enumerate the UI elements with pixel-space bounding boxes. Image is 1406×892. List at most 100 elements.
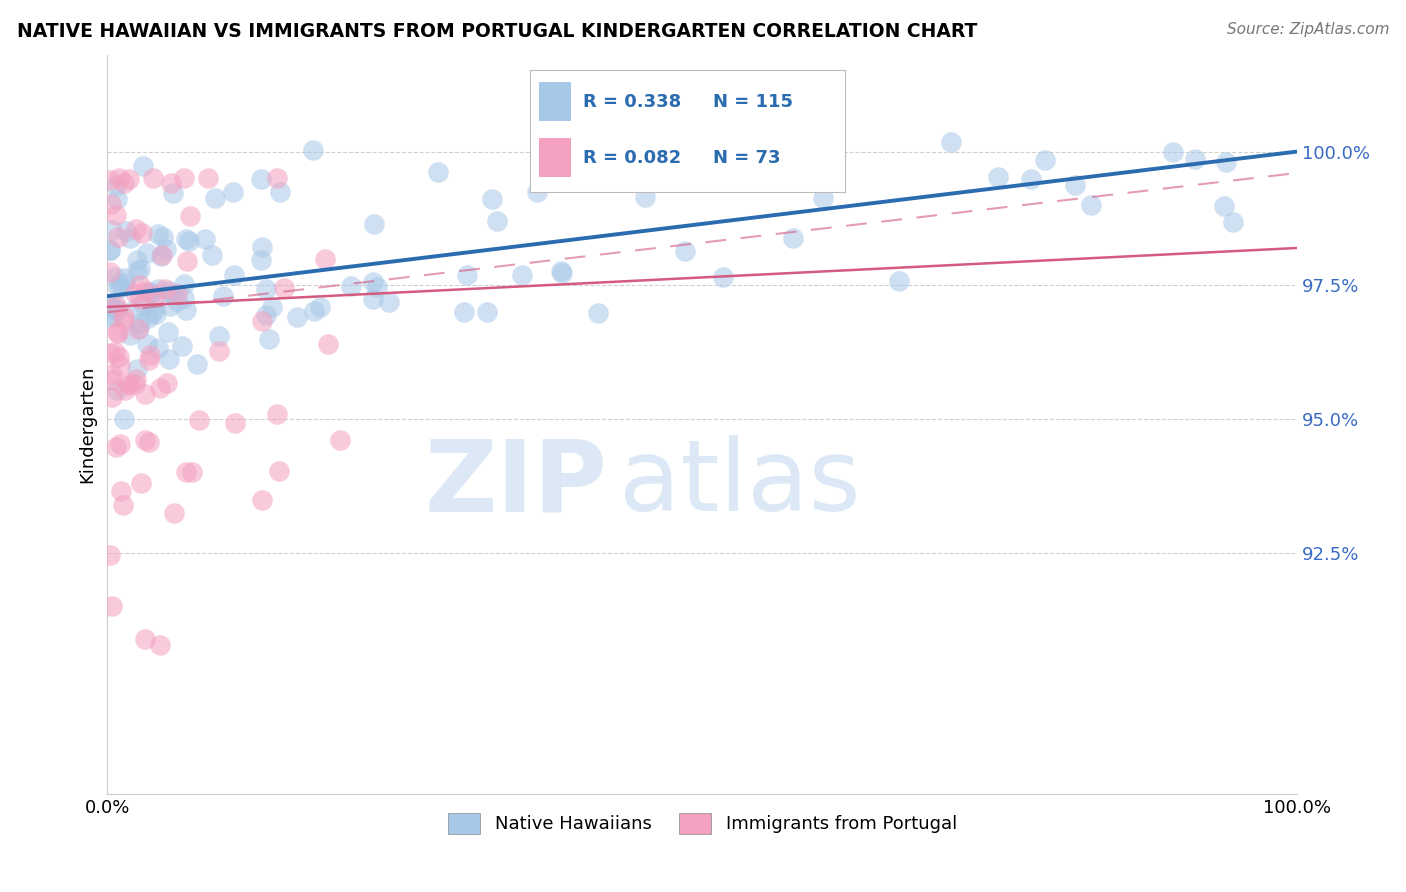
Point (128, 320, 150, 334)
Point (131, 226, 153, 240)
Point (132, 159, 155, 173)
Point (146, 227, 169, 241)
Point (159, 299, 181, 313)
Point (110, 484, 132, 499)
Y-axis label: Kindergarten: Kindergarten (79, 366, 96, 483)
Point (254, 282, 277, 296)
Point (1213, 199, 1236, 213)
Point (134, 433, 156, 447)
Point (941, 135, 963, 149)
Point (174, 465, 197, 479)
Point (1222, 215, 1244, 229)
Point (176, 232, 198, 246)
Point (510, 268, 533, 283)
Point (111, 279, 134, 293)
Point (129, 293, 152, 307)
Point (266, 407, 288, 421)
Point (101, 367, 124, 381)
Point (257, 332, 280, 346)
Point (150, 247, 173, 261)
Point (204, 191, 226, 205)
Point (105, 303, 128, 318)
Point (129, 262, 152, 277)
Point (139, 286, 162, 301)
Point (152, 230, 174, 244)
Point (143, 301, 166, 316)
Point (551, 266, 574, 280)
Point (308, 300, 330, 314)
Point (150, 248, 173, 262)
Point (98, 173, 121, 187)
Point (108, 358, 131, 372)
Point (148, 341, 170, 355)
Point (104, 345, 127, 359)
Point (149, 381, 172, 395)
Point (132, 297, 155, 311)
Point (105, 325, 128, 339)
Point (112, 176, 135, 190)
Point (266, 171, 288, 186)
Point (98, 310, 121, 325)
Point (108, 277, 131, 292)
Point (250, 492, 273, 507)
Point (156, 376, 179, 390)
Point (107, 229, 129, 244)
Point (105, 179, 128, 194)
Text: NATIVE HAWAIIAN VS IMMIGRANTS FROM PORTUGAL KINDERGARTEN CORRELATION CHART: NATIVE HAWAIIAN VS IMMIGRANTS FROM PORTU… (17, 22, 977, 41)
Point (177, 234, 200, 248)
Point (112, 412, 135, 426)
Point (138, 434, 160, 449)
Point (146, 282, 169, 296)
Point (115, 224, 138, 238)
Point (124, 376, 146, 391)
Point (586, 306, 609, 320)
Point (98, 298, 121, 312)
Point (224, 416, 246, 430)
Point (138, 352, 160, 367)
Point (101, 223, 124, 237)
Point (378, 295, 401, 310)
Point (475, 305, 498, 319)
Point (114, 270, 136, 285)
Point (208, 328, 231, 343)
Point (98, 265, 121, 279)
Point (125, 252, 148, 267)
Point (136, 310, 159, 325)
Point (187, 413, 209, 427)
Point (118, 378, 141, 392)
Point (136, 337, 159, 351)
Point (166, 287, 188, 301)
Point (141, 306, 163, 320)
Point (117, 376, 139, 390)
Point (155, 282, 177, 296)
Point (125, 222, 148, 236)
Point (118, 327, 141, 342)
Point (634, 189, 657, 203)
Point (145, 308, 167, 322)
Point (105, 384, 128, 398)
Point (340, 279, 363, 293)
Point (98, 243, 121, 257)
Point (101, 301, 124, 316)
Point (250, 239, 273, 253)
Point (157, 351, 180, 366)
Point (197, 171, 219, 186)
Point (160, 176, 183, 190)
Point (111, 312, 134, 326)
Point (318, 336, 340, 351)
Point (1161, 145, 1184, 159)
Point (111, 498, 134, 512)
Point (363, 217, 385, 231)
Point (273, 281, 295, 295)
Point (782, 231, 804, 245)
Point (98, 243, 121, 257)
Point (1019, 172, 1042, 186)
Point (98, 548, 121, 562)
Point (366, 279, 388, 293)
Point (1215, 154, 1237, 169)
Point (526, 186, 548, 200)
Point (127, 264, 149, 278)
Point (114, 383, 136, 397)
Point (1064, 178, 1087, 192)
Point (176, 254, 198, 268)
